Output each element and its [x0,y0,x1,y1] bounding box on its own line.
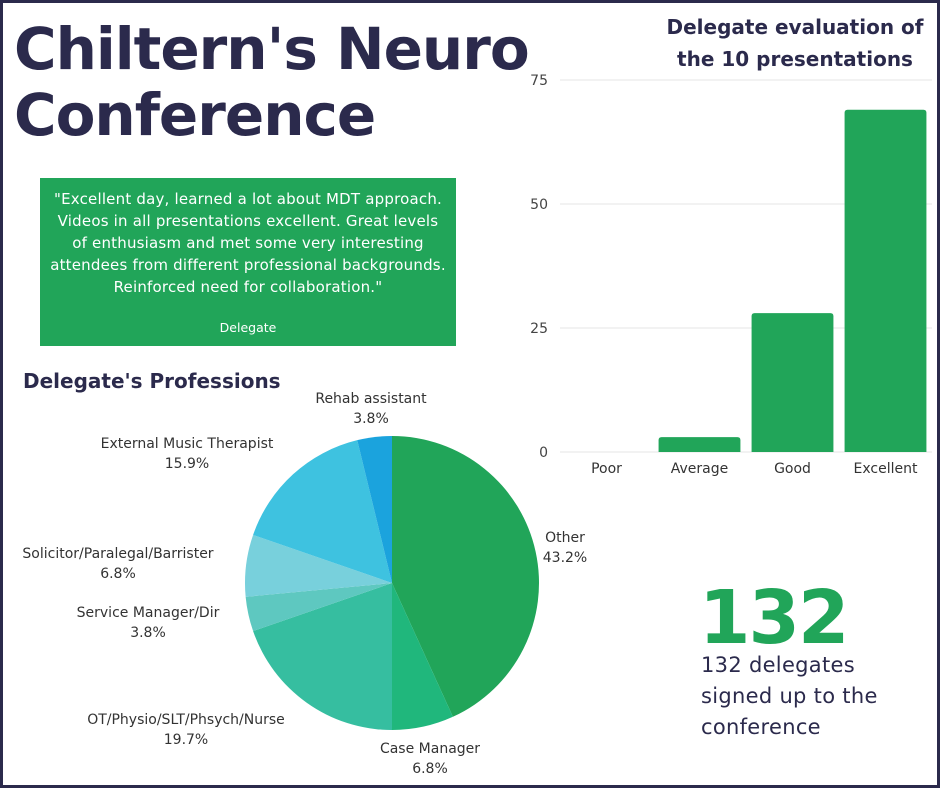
bar-x-tick-label: Average [671,461,729,477]
bar-chart-title-line1: Delegate evaluation of [667,15,924,39]
page-title-line2: Conference [14,81,376,149]
page-title: Chiltern's Neuro Conference [14,15,530,149]
pie-value-external-music-therapist: 15.9% [165,456,209,472]
pie-labels: Other 43.2% Case Manager 6.8% OT/Physio/SLT/… [22,391,587,777]
pie-slice-ot-physio-slt-phsych-nurse [253,583,392,730]
pie-slice-case-manager [392,583,453,730]
pie-label-service-manager-dir: Service Manager/Dir [77,605,220,621]
bar-x-tick-label: Poor [591,461,622,477]
bar-excellent [844,109,927,452]
pie-value-rehab-assistant: 3.8% [353,411,389,427]
pie-slice-external-music-therapist [253,440,392,583]
bar-y-tick-label: 50 [530,197,548,213]
pie-slice-other [392,436,540,717]
pie-slice-rehab-assistant [357,436,392,583]
testimonial-text: "Excellent day, learned a lot about MDT … [50,190,446,296]
pie-slice-service-manager-dir [245,583,392,632]
pie-label-other: Other [545,530,585,546]
pie-label-rehab-assistant: Rehab assistant [315,391,427,407]
bar-y-tick-label: 0 [539,445,548,461]
testimonial-box: "Excellent day, learned a lot about MDT … [40,178,456,346]
pie-value-solicitor-paralegal-barrister: 6.8% [100,566,136,582]
pie-slice-solicitor-paralegal-barrister [245,534,392,597]
bar-average [658,437,741,452]
pie-value-other: 43.2% [543,550,587,566]
pie-slices [245,436,540,730]
pie-value-ot-physio-slt-phsych-nurse: 19.7% [164,732,208,748]
bar-series [658,109,927,452]
pie-chart: Delegate's Professions Other 43.2% Case Ma… [22,369,587,777]
delegate-count: 132 [699,575,849,661]
bar-y-tick-label: 25 [530,321,548,337]
bar-x-tick-label: Excellent [854,461,918,477]
pie-label-ot-physio-slt-phsych-nurse: OT/Physio/SLT/Phsych/Nurse [87,712,285,728]
bar-x-tick-label: Good [774,461,811,477]
testimonial-author: Delegate [219,320,277,335]
pie-label-solicitor-paralegal-barrister: Solicitor/Paralegal/Barrister [22,546,213,562]
bar-x-axis: Poor Average Good Excellent [591,461,918,477]
pie-value-case-manager: 6.8% [412,761,448,777]
pie-chart-title: Delegate's Professions [23,369,281,393]
pie-value-service-manager-dir: 3.8% [130,625,166,641]
bar-y-tick-label: 75 [530,73,548,89]
pie-label-case-manager: Case Manager [380,741,480,757]
delegate-count-caption: 132 delegates signed up to the conferenc… [701,653,878,739]
bar-chart: Delegate evaluation of the 10 presentati… [530,15,932,477]
bar-good [751,313,834,452]
bar-chart-title-line2: the 10 presentations [677,47,913,71]
page-title-line1: Chiltern's Neuro [14,15,530,83]
pie-label-external-music-therapist: External Music Therapist [101,436,274,452]
